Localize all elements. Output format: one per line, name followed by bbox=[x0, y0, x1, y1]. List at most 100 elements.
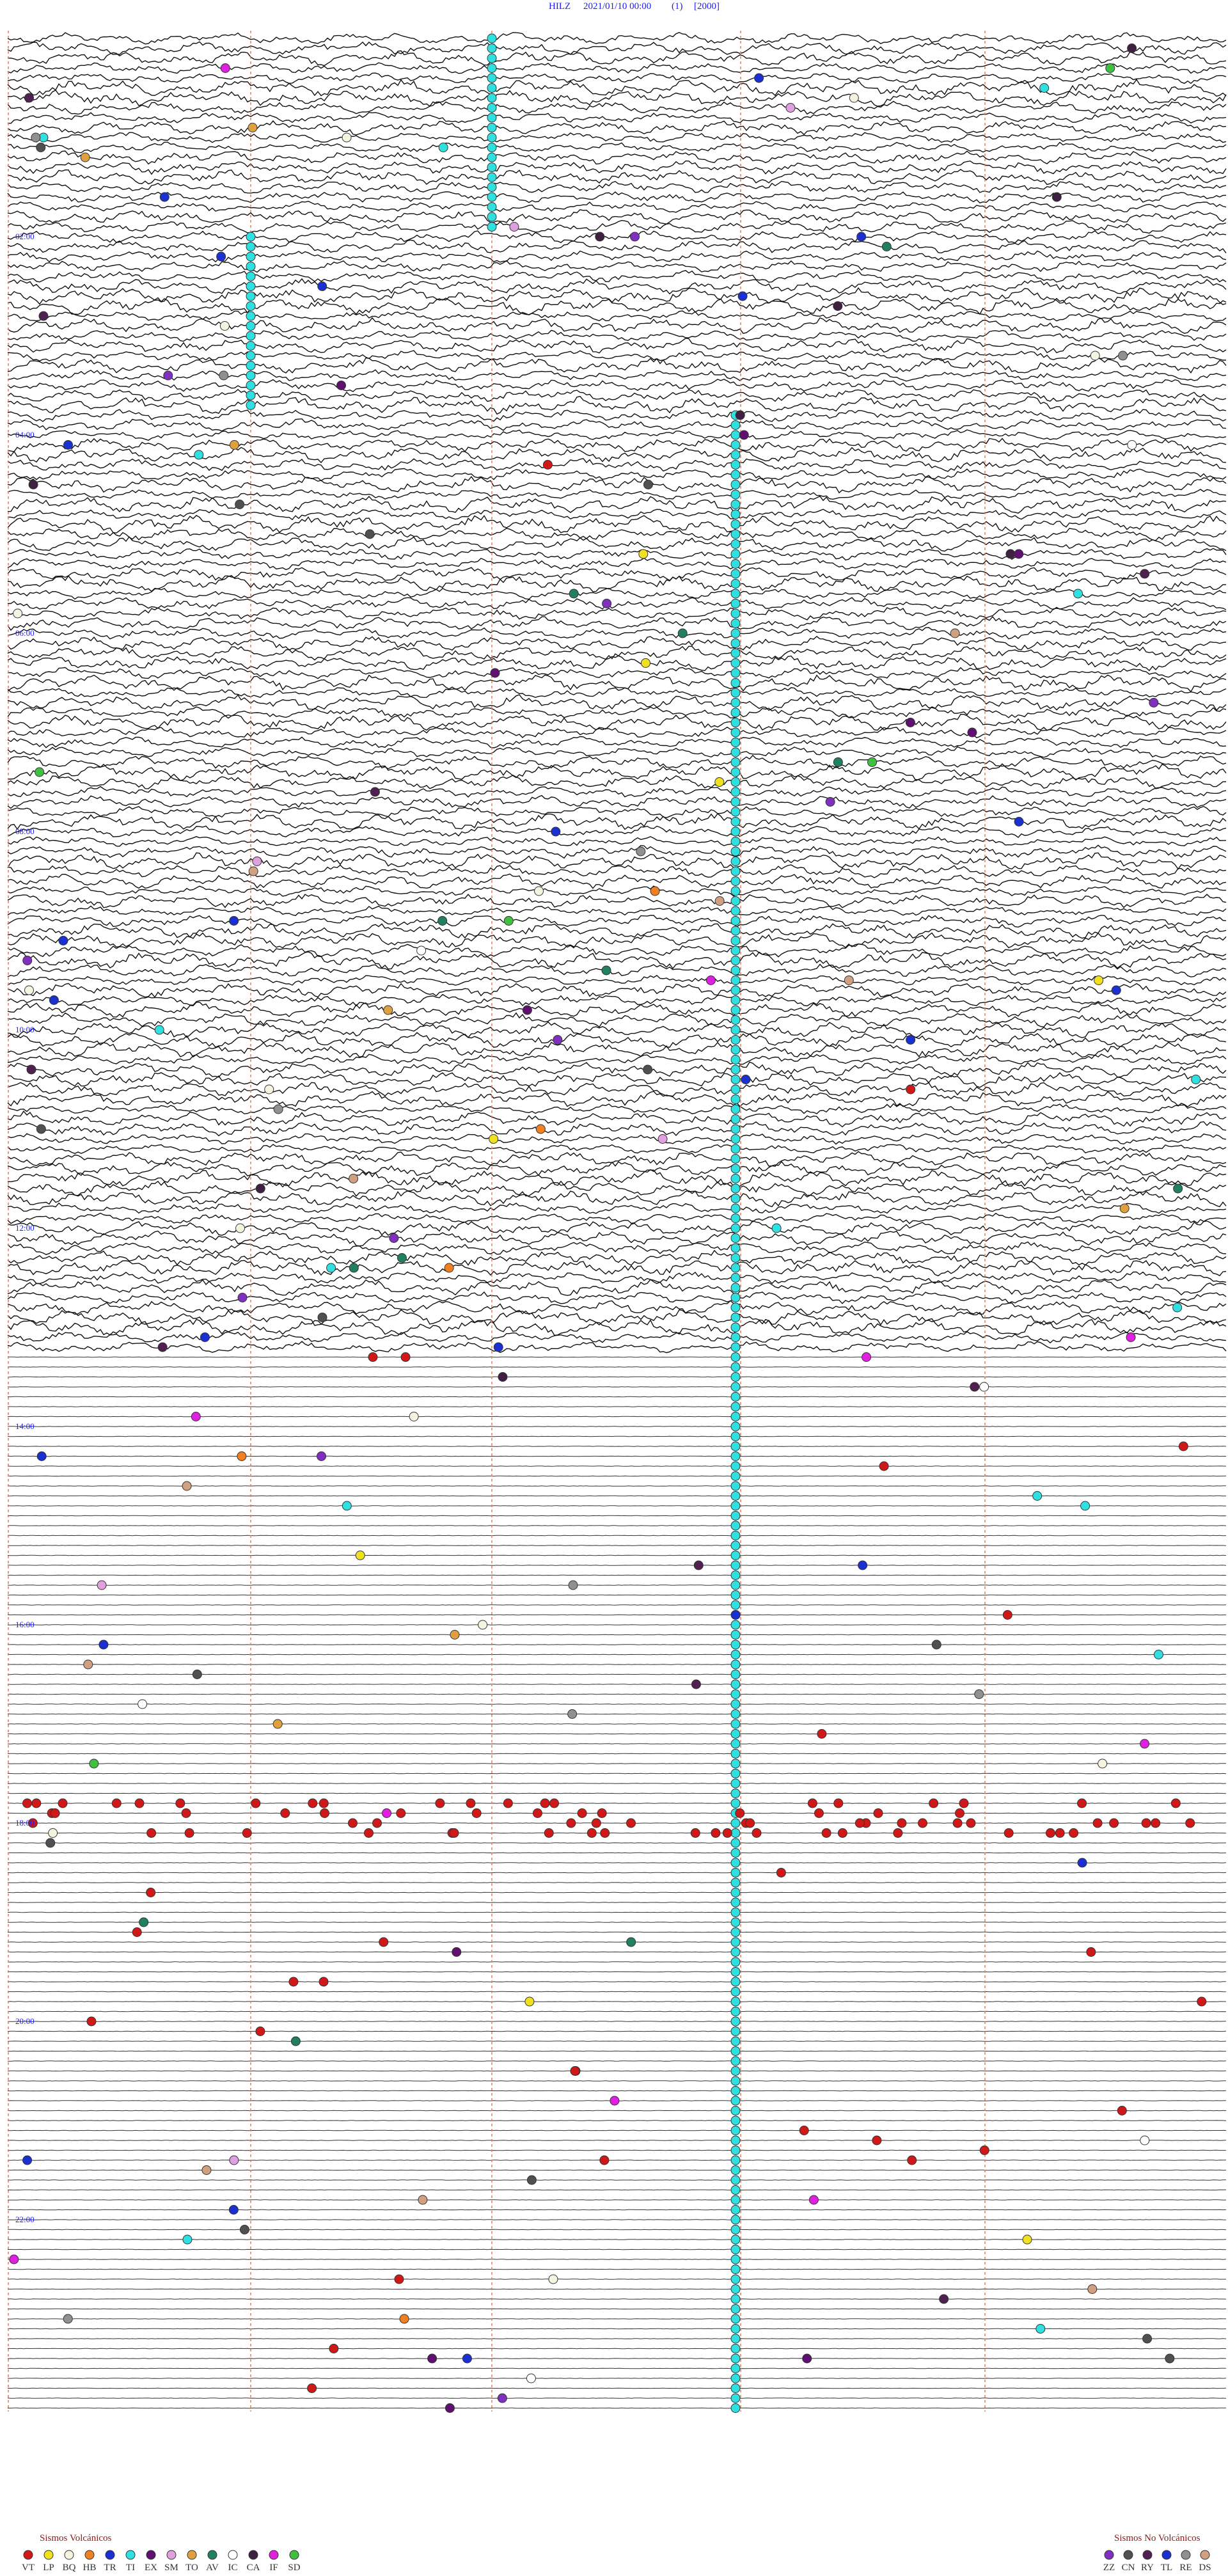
trace bbox=[7, 62, 1227, 74]
event-marker bbox=[487, 43, 497, 53]
event-marker bbox=[730, 1441, 741, 1451]
event-marker bbox=[814, 1808, 824, 1818]
trace bbox=[7, 1515, 1227, 1517]
trace bbox=[7, 1565, 1227, 1566]
event-marker bbox=[487, 93, 497, 103]
trace bbox=[7, 219, 1227, 234]
event-marker bbox=[163, 370, 173, 381]
trace bbox=[7, 1300, 1227, 1316]
event-marker bbox=[730, 2304, 741, 2314]
event-marker bbox=[730, 648, 741, 658]
event-marker bbox=[239, 2225, 249, 2234]
trace bbox=[7, 270, 1227, 283]
event-marker bbox=[730, 1392, 741, 1402]
trace bbox=[7, 209, 1227, 225]
event-marker bbox=[873, 1808, 883, 1818]
event-marker bbox=[730, 489, 741, 500]
event-marker bbox=[567, 1709, 578, 1719]
event-marker bbox=[730, 1650, 741, 1659]
event-marker bbox=[730, 1729, 741, 1739]
legend-marker bbox=[166, 2550, 177, 2560]
event-marker bbox=[1092, 1818, 1103, 1828]
event-marker bbox=[730, 1957, 741, 1967]
trace bbox=[7, 844, 1227, 859]
event-marker bbox=[691, 1679, 701, 1689]
event-marker bbox=[487, 212, 497, 222]
event-marker bbox=[252, 857, 262, 866]
event-marker bbox=[1090, 351, 1100, 361]
event-marker bbox=[730, 995, 741, 1005]
component: (1) bbox=[672, 1, 683, 12]
legend-label: EX bbox=[145, 2563, 157, 2573]
trace bbox=[7, 1485, 1226, 1487]
event-marker bbox=[273, 1104, 283, 1114]
event-marker bbox=[1141, 1818, 1151, 1828]
trace bbox=[7, 446, 1227, 464]
event-marker bbox=[246, 311, 256, 321]
event-marker bbox=[97, 1580, 107, 1590]
event-marker bbox=[730, 1590, 741, 1600]
trace bbox=[7, 1249, 1227, 1266]
event-marker bbox=[535, 1124, 546, 1134]
event-marker bbox=[487, 103, 497, 113]
event-marker bbox=[730, 1739, 741, 1749]
event-marker bbox=[730, 420, 741, 430]
trace bbox=[8, 2060, 1227, 2062]
event-marker bbox=[730, 777, 741, 787]
event-marker bbox=[730, 1243, 741, 1253]
event-marker bbox=[364, 1828, 374, 1838]
event-marker bbox=[438, 143, 448, 152]
event-marker bbox=[626, 1818, 636, 1828]
trace bbox=[7, 1554, 1227, 1556]
event-marker bbox=[264, 1084, 274, 1094]
event-marker bbox=[730, 2165, 741, 2175]
event-marker bbox=[862, 1352, 872, 1362]
event-marker bbox=[722, 1828, 732, 1838]
trace bbox=[7, 873, 1227, 889]
trace bbox=[7, 1161, 1227, 1177]
time-label: 10:00 bbox=[15, 1025, 35, 1034]
event-marker bbox=[487, 73, 497, 83]
trace bbox=[8, 2248, 1227, 2250]
event-marker bbox=[730, 1848, 741, 1858]
event-marker bbox=[730, 718, 741, 727]
event-marker bbox=[730, 2393, 741, 2403]
event-marker bbox=[329, 2344, 339, 2353]
event-marker bbox=[1172, 1302, 1183, 1313]
trace bbox=[7, 2149, 1226, 2151]
event-marker bbox=[532, 1808, 542, 1818]
event-marker bbox=[86, 2016, 97, 2027]
event-marker bbox=[83, 1659, 93, 1670]
trace bbox=[7, 120, 1227, 136]
event-marker bbox=[246, 400, 256, 410]
trace bbox=[7, 805, 1227, 819]
event-marker bbox=[730, 2205, 741, 2215]
event-marker bbox=[1151, 1818, 1161, 1828]
trace bbox=[7, 1961, 1227, 1963]
event-marker bbox=[730, 866, 741, 876]
event-marker bbox=[730, 1075, 741, 1084]
event-marker bbox=[383, 1005, 393, 1015]
event-marker bbox=[437, 916, 448, 926]
event-marker bbox=[730, 826, 741, 837]
event-marker bbox=[157, 1342, 168, 1352]
event-marker bbox=[36, 1124, 46, 1134]
trace bbox=[7, 100, 1227, 115]
trace bbox=[7, 2209, 1227, 2211]
event-marker bbox=[730, 599, 741, 608]
event-marker bbox=[601, 965, 611, 976]
trace bbox=[7, 1180, 1227, 1197]
event-marker bbox=[524, 1996, 535, 2007]
trace bbox=[7, 645, 1227, 661]
event-marker bbox=[730, 2364, 741, 2373]
event-marker bbox=[730, 1283, 741, 1293]
event-marker bbox=[741, 1075, 751, 1084]
event-marker bbox=[730, 1947, 741, 1957]
event-marker bbox=[466, 1798, 476, 1808]
event-marker bbox=[730, 2027, 741, 2036]
trace bbox=[7, 1902, 1227, 1903]
event-marker bbox=[872, 2135, 882, 2145]
event-marker bbox=[175, 1798, 185, 1808]
event-marker bbox=[31, 1798, 42, 1808]
event-marker bbox=[1142, 2334, 1153, 2344]
